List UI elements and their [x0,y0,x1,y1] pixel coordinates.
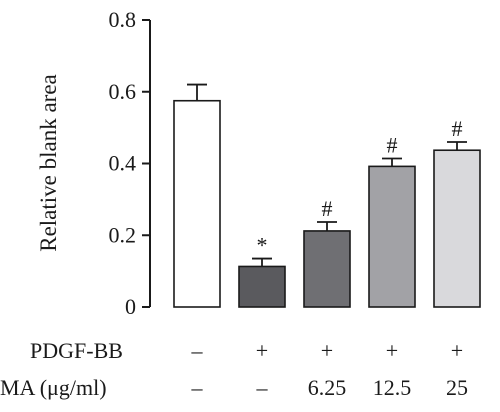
y-axis-title: Relative blank area [36,74,61,252]
condition-value: 25 [446,375,468,400]
bar [303,230,351,308]
condition-value: + [256,338,268,363]
condition-value: + [386,338,398,363]
condition-value: 12.5 [373,375,412,400]
significance-marker: # [452,116,463,141]
y-axis: 0 0.2 0.4 0.6 0.8 [109,7,151,319]
condition-table: PDGF-BB – + + + + MA (μg/ml) – – 6.25 12.5 25 [0,338,468,400]
significance-marker: * [257,233,268,258]
y-tick-label: 0.8 [109,7,137,32]
bar [433,149,481,308]
bar [368,165,416,308]
condition-value: – [256,375,269,400]
y-tick-label: 0.4 [109,151,137,176]
condition-value: + [451,338,463,363]
y-tick-label: 0 [125,294,136,319]
bars-group: * # # # [173,83,481,308]
y-tick-label: 0.6 [109,79,137,104]
bar [238,265,286,308]
condition-value: – [191,338,204,363]
condition-value: – [191,375,204,400]
y-tick-label: 0.2 [109,222,137,247]
condition-row-label: PDGF-BB [30,338,123,363]
significance-marker: # [322,196,333,221]
condition-row-label: MA (μg/ml) [0,375,107,400]
condition-value: 6.25 [308,375,347,400]
condition-value: + [321,338,333,363]
bar [173,99,221,308]
significance-marker: # [387,132,398,157]
